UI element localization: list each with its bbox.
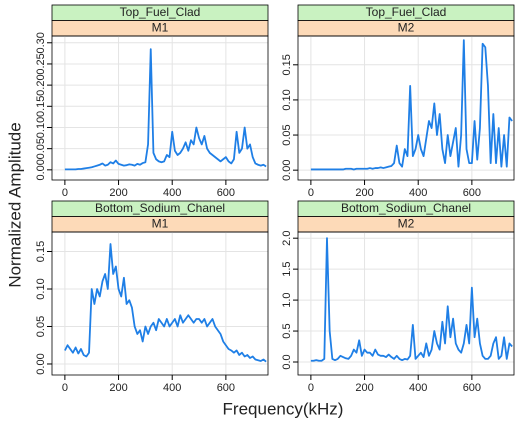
- y-tick-label: 0.15: [281, 54, 293, 75]
- x-tick-label: 400: [409, 382, 427, 394]
- x-tick-label: 0: [62, 382, 68, 394]
- y-tick-label: 0.0: [281, 354, 293, 369]
- y-tick-label: 1.5: [281, 261, 293, 276]
- x-tick-label: 400: [163, 382, 181, 394]
- y-tick-label: 0.00: [35, 353, 47, 374]
- x-tick-label: 0: [308, 187, 314, 199]
- x-tick-label: 600: [463, 187, 481, 199]
- data-line: [310, 39, 513, 171]
- x-tick-label: 200: [355, 382, 373, 394]
- y-tick-label: 0.10: [281, 89, 293, 110]
- y-tick-label: 0.05: [35, 138, 47, 159]
- y-tick-label: 0.15: [35, 96, 47, 117]
- plot-frame: [297, 35, 515, 181]
- plot-frame: [51, 35, 269, 181]
- x-tick-label: 200: [355, 187, 373, 199]
- plot-frame: [51, 231, 269, 376]
- strip-title-text: Bottom_Sodium_Chanel: [95, 201, 225, 215]
- x-tick-label: 200: [109, 187, 127, 199]
- x-tick-label: 600: [217, 382, 235, 394]
- strip-subtitle-text: M1: [152, 21, 169, 35]
- x-axis-label: Frequency(kHz): [223, 399, 344, 418]
- y-tick-label: 0.10: [35, 117, 47, 138]
- y-tick-label: 0.05: [35, 316, 47, 337]
- strip-subtitle-text: M1: [152, 217, 169, 231]
- y-tick-label: 0.00: [281, 159, 293, 180]
- strip-subtitle-text: M2: [398, 21, 415, 35]
- y-tick-label: 0.5: [281, 323, 293, 338]
- y-tick-label: 0.05: [281, 124, 293, 145]
- data-line: [310, 237, 513, 362]
- y-tick-label: 0.20: [35, 74, 47, 95]
- y-tick-label: 0.10: [35, 278, 47, 299]
- x-tick-label: 400: [163, 187, 181, 199]
- y-axis-label: Normalized Amplitude: [5, 122, 24, 287]
- x-tick-label: 600: [217, 187, 235, 199]
- y-tick-label: 0.25: [35, 53, 47, 74]
- panel: Bottom_Sodium_Chanel M1 0.00 0.05 0.10 0.15 0 2…: [35, 200, 269, 394]
- panel: Top_Fuel_Clad M2 0.00 0.05 0.10 0.15 0 200 400 60…: [281, 4, 515, 199]
- x-tick-label: 0: [308, 382, 314, 394]
- y-tick-label: 0.30: [35, 32, 47, 53]
- plot-frame: [297, 231, 515, 376]
- panel: Top_Fuel_CladM10.000.050.100.150.200.250…: [35, 4, 269, 199]
- strip-title-text: Top_Fuel_Clad: [366, 5, 447, 19]
- y-tick-label: 1.0: [281, 292, 293, 307]
- data-line: [64, 243, 267, 363]
- strip-subtitle-text: M2: [398, 217, 415, 231]
- x-tick-label: 600: [463, 382, 481, 394]
- strip-title-text: Top_Fuel_Clad: [120, 5, 201, 19]
- panel: Bottom_Sodium_Chanel M2 0.0 0.5 1.0 1.5 2.0 0 20…: [281, 200, 515, 394]
- data-line: [64, 48, 267, 171]
- x-tick-label: 200: [109, 382, 127, 394]
- x-tick-label: 400: [409, 187, 427, 199]
- y-tick-label: 2.0: [281, 231, 293, 246]
- y-tick-label: 0.00: [35, 159, 47, 180]
- x-tick-label: 0: [62, 187, 68, 199]
- strip-title-text: Bottom_Sodium_Chanel: [341, 201, 471, 215]
- y-tick-label: 0.15: [35, 241, 47, 262]
